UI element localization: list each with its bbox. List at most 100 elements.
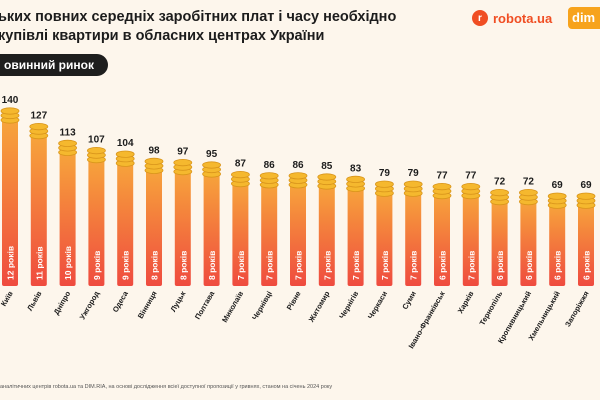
years-label: 8 років — [150, 251, 160, 280]
value-label: 95 — [206, 149, 218, 160]
value-label: 77 — [436, 171, 448, 182]
city-label: Харків — [456, 289, 476, 315]
bar-group: 140 12 років Київ — [0, 95, 20, 308]
years-label: 7 років — [294, 251, 304, 280]
robota-logo: r robota.ua — [472, 10, 552, 26]
bar-group: 87 7 років Миколаїв — [220, 159, 250, 324]
coin-icon — [115, 150, 135, 158]
coin-icon — [288, 172, 308, 180]
value-label: 85 — [321, 161, 333, 172]
coin-icon — [144, 157, 164, 165]
years-label: 7 років — [236, 251, 246, 280]
city-label: Хмельницький — [526, 289, 562, 342]
value-label: 72 — [523, 177, 535, 188]
bar — [290, 182, 306, 286]
coin-icon — [58, 139, 77, 147]
coin-icon — [374, 180, 394, 188]
title-line-2: купівлі квартири в обласних центрах Укра… — [0, 28, 325, 44]
bar — [174, 169, 191, 286]
value-label: 79 — [379, 168, 391, 179]
chart-title: ьких повних середніх заробітних плат і ч… — [0, 8, 430, 46]
value-label: 98 — [148, 145, 160, 156]
value-label: 69 — [552, 180, 564, 191]
value-label: 113 — [60, 127, 77, 138]
city-label: Ужгород — [78, 289, 102, 321]
dim-logo: dim — [568, 7, 600, 29]
bar — [146, 168, 162, 286]
years-label: 6 років — [495, 251, 505, 280]
city-label: Чернівці — [250, 290, 274, 322]
years-label: 9 років — [121, 251, 131, 280]
years-label: 10 років — [63, 246, 73, 280]
bar-group: 97 8 років Луцьк — [169, 147, 193, 313]
coin-icon — [202, 161, 222, 169]
bar-group: 83 7 років Чернігів — [337, 163, 366, 320]
bar — [549, 203, 566, 286]
bar-group: 79 7 років Суми — [400, 168, 423, 311]
years-label: 6 років — [524, 251, 534, 280]
title-line-1: ьких повних середніх заробітних плат і ч… — [0, 9, 397, 25]
bar — [376, 191, 393, 286]
value-label: 83 — [350, 163, 362, 174]
years-label: 12 років — [6, 246, 16, 280]
years-label: 6 років — [438, 251, 448, 280]
value-label: 72 — [494, 177, 506, 188]
city-label: Рівне — [285, 290, 303, 312]
city-label: Дніпро — [52, 289, 73, 316]
bar — [434, 193, 450, 286]
bar-group: 127 11 років Львів — [25, 111, 49, 312]
years-label: 7 років — [466, 251, 476, 280]
bar — [117, 161, 134, 286]
value-label: 107 — [88, 135, 105, 146]
coin-icon — [0, 107, 20, 115]
bar-group: 107 9 років Ужгород — [78, 135, 106, 321]
city-label: Львів — [25, 289, 44, 312]
years-label: 11 років — [34, 246, 44, 280]
city-label: Луцьк — [169, 289, 188, 313]
coin-icon — [230, 171, 250, 179]
coin-icon — [547, 192, 567, 200]
bar-group: 113 10 років Дніпро — [52, 127, 77, 316]
city-label: Полтава — [193, 289, 217, 321]
coin-icon — [87, 147, 106, 155]
city-label: Чернігів — [337, 289, 360, 320]
bar — [405, 191, 422, 286]
value-label: 69 — [580, 180, 592, 191]
value-label: 97 — [177, 147, 189, 158]
value-label: 104 — [117, 138, 134, 149]
city-label: Черкаси — [366, 289, 389, 320]
bar-group: 98 8 років Вінниця — [136, 145, 164, 320]
bar — [232, 181, 249, 286]
years-label: 8 років — [178, 251, 188, 280]
value-label: 140 — [2, 95, 19, 106]
city-label: Одеса — [111, 289, 131, 314]
bar — [203, 172, 220, 286]
bar-group: 85 7 років Житомир — [306, 161, 337, 324]
years-label: 7 років — [380, 251, 390, 280]
years-label: 7 років — [265, 251, 275, 280]
bar-group: 104 9 років Одеса — [111, 138, 135, 314]
bar — [347, 186, 364, 286]
bar-group: 86 7 років Чернівці — [250, 160, 279, 322]
value-label: 86 — [292, 160, 304, 171]
bar — [318, 184, 335, 286]
bar-group: 79 7 років Черкаси — [366, 168, 394, 321]
bar-group: 72 6 років Тернопіль — [478, 177, 510, 327]
city-label: Житомир — [306, 289, 332, 324]
city-label: Київ — [0, 289, 15, 308]
bar — [462, 193, 479, 286]
value-label: 77 — [465, 171, 477, 182]
bar-group: 95 8 років Полтава — [193, 149, 222, 321]
years-label: 6 років — [553, 251, 563, 280]
coin-icon — [403, 180, 423, 188]
bar — [2, 118, 18, 286]
bar — [261, 182, 278, 286]
bar — [520, 199, 537, 286]
years-label: 7 років — [351, 251, 361, 280]
value-label: 79 — [408, 168, 420, 179]
years-label: 7 років — [409, 251, 419, 280]
years-label: 7 років — [322, 251, 332, 280]
robota-logo-text: robota.ua — [493, 10, 553, 26]
coin-icon — [461, 183, 481, 191]
coin-icon — [173, 159, 193, 167]
